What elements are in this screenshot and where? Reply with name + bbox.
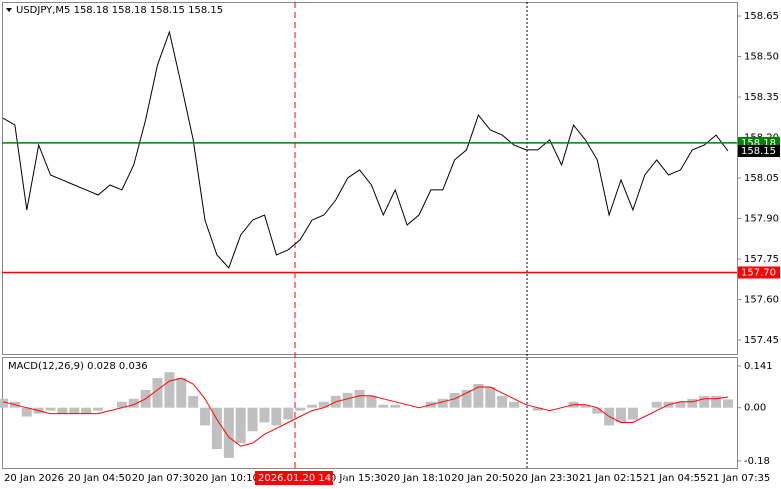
y-tick-label: 158.35 (744, 92, 779, 103)
y-tick-label: 158.65 (744, 11, 779, 22)
macd-bar (449, 392, 460, 408)
y-tick-label: 0.00 (744, 403, 766, 414)
macd-bar (164, 372, 175, 408)
macd-title: MACD(12,26,9) 0.028 0.036 (8, 361, 148, 372)
macd-bar (295, 407, 306, 411)
macd-bar (81, 407, 92, 414)
macd-bar (318, 401, 329, 408)
price-line (2, 30, 729, 269)
crosshair-label-bg (255, 471, 333, 485)
y-tick-label: -0.18 (744, 456, 770, 467)
y-tick-label: 157.60 (744, 294, 779, 305)
macd-bar (627, 407, 638, 420)
macd-bar (390, 404, 401, 408)
macd-bar (45, 407, 56, 411)
price-level-label: 157.70 (741, 267, 776, 278)
macd-bar (651, 401, 662, 408)
macd-bar (461, 389, 472, 408)
macd-bar (580, 404, 591, 408)
x-tick-label: 20 Jan 18:10 (387, 473, 450, 484)
macd-bar (687, 398, 698, 408)
macd-bar (307, 404, 318, 408)
macd-bar (152, 378, 163, 408)
macd-bar (699, 395, 710, 408)
macd-bar (259, 407, 270, 423)
macd-bar (723, 399, 733, 408)
signal-line (2, 377, 729, 447)
macd-bar (116, 401, 127, 408)
x-tick-label: 20 Jan 10:10 (196, 473, 259, 484)
macd-bar (354, 389, 365, 408)
macd-bar (69, 407, 80, 414)
macd-bar (366, 395, 377, 408)
macd-bar (378, 404, 389, 408)
price-panel-frame (2, 2, 738, 355)
macd-bar (211, 407, 222, 450)
macd-bar (283, 407, 294, 420)
macd-bar (532, 407, 543, 411)
macd-bar (271, 407, 282, 426)
macd-bar (342, 392, 353, 408)
macd-bar (21, 407, 32, 417)
crosshair-label: 2026.01.20 14:20 (258, 473, 347, 484)
macd-bar (509, 401, 520, 408)
macd-bar (485, 386, 496, 408)
x-tick-label: 20 Jan 15:30 (324, 473, 387, 484)
price-title: USDJPY,M5 158.18 158.18 158.15 158.15 (16, 5, 223, 16)
x-tick-label: 20 Jan 20:50 (451, 473, 514, 484)
macd-bar (247, 407, 258, 432)
x-tick-label: 20 Jan 23:30 (515, 473, 578, 484)
dropdown-icon[interactable] (6, 8, 12, 12)
macd-bar (223, 407, 234, 458)
x-tick-label: 20 Jan 04:50 (68, 473, 131, 484)
macd-bar (437, 398, 448, 408)
price-level-label-bg (738, 266, 780, 279)
macd-bar (616, 407, 627, 423)
macd-bar (675, 401, 686, 408)
y-tick-label: 157.90 (744, 213, 779, 224)
price-level-label: 158.18 (741, 138, 776, 149)
macd-bar (128, 398, 139, 408)
y-tick-label: 157.45 (744, 335, 779, 346)
macd-bar (188, 395, 199, 408)
last-price-label: 158.15 (741, 146, 776, 157)
y-tick-label: 157.75 (744, 254, 779, 265)
macd-bar (592, 407, 603, 414)
x-tick-label: 21 Jan 04:55 (643, 473, 706, 484)
macd-bar (200, 407, 211, 426)
y-tick-label: 158.05 (744, 173, 779, 184)
x-tick-label: 20 Jan 2026 (4, 473, 64, 484)
x-tick-label: 21 Jan 02:15 (579, 473, 642, 484)
macd-bar (176, 378, 187, 408)
macd-bar (235, 407, 246, 444)
macd-bar (473, 384, 484, 408)
macd-bar (0, 398, 8, 408)
macd-bar (93, 407, 104, 411)
last-price-label-bg (738, 145, 780, 158)
macd-bar (497, 395, 508, 408)
x-tick-label: 21 Jan 07:35 (707, 473, 770, 484)
x-tick-label: 20 Jan 07:30 (132, 473, 195, 484)
y-tick-label: 158.50 (744, 52, 779, 63)
macd-panel-frame (2, 357, 738, 469)
macd-bar (57, 407, 68, 414)
macd-bar (711, 395, 722, 408)
y-tick-label: 0.141 (744, 361, 773, 372)
